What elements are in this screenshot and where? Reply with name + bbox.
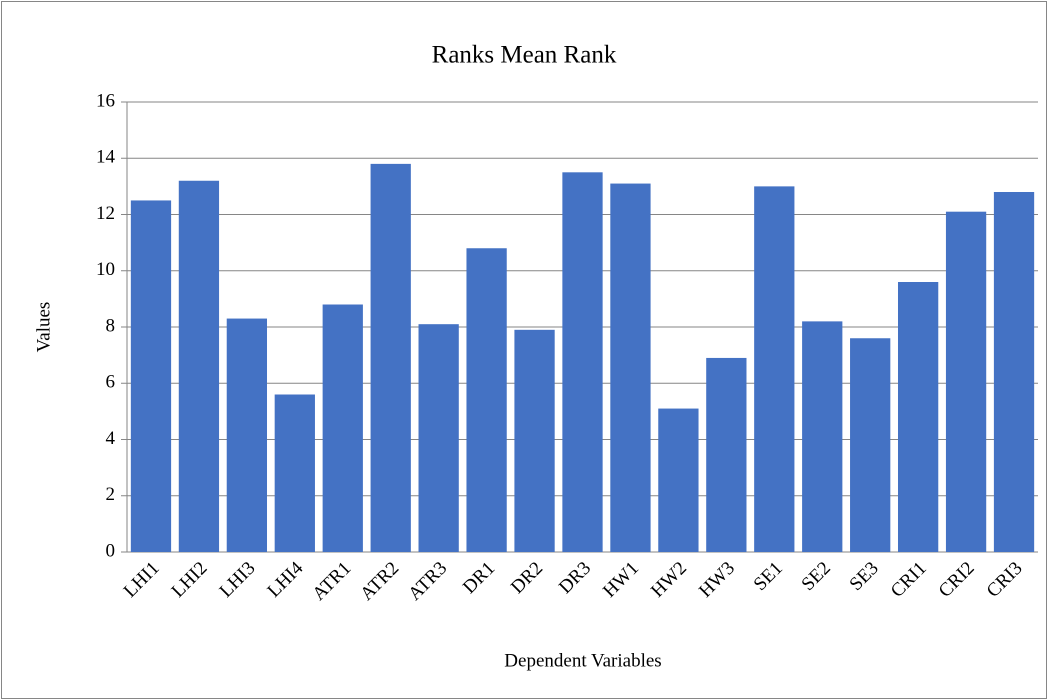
bar xyxy=(706,357,747,552)
bar xyxy=(466,248,507,552)
bar xyxy=(274,394,315,552)
bar xyxy=(658,408,699,552)
bar xyxy=(130,200,172,552)
y-axis-label: Values xyxy=(33,302,54,353)
x-axis-label: Dependent Variables xyxy=(504,650,661,671)
y-tick-label: 12 xyxy=(96,203,115,224)
chart-title: Ranks Mean Rank xyxy=(432,42,617,69)
y-tick-label: 14 xyxy=(96,147,116,168)
bar xyxy=(418,324,459,552)
bar xyxy=(610,183,651,552)
y-tick-label: 2 xyxy=(106,484,116,505)
bar xyxy=(562,172,603,552)
bar xyxy=(370,163,411,552)
y-tick-label: 16 xyxy=(96,90,115,111)
bar xyxy=(226,318,268,552)
bar xyxy=(850,338,891,552)
bar xyxy=(945,211,987,552)
bar xyxy=(754,186,795,552)
bar xyxy=(993,192,1035,552)
y-tick-label: 0 xyxy=(106,540,116,561)
y-tick-label: 10 xyxy=(96,259,115,280)
y-tick-label: 6 xyxy=(106,372,116,393)
bar xyxy=(897,282,939,552)
bar xyxy=(178,180,220,552)
bar xyxy=(802,321,843,552)
bar xyxy=(322,304,363,552)
y-tick-label: 4 xyxy=(106,428,116,449)
bar xyxy=(514,329,555,552)
y-tick-label: 8 xyxy=(106,315,116,336)
